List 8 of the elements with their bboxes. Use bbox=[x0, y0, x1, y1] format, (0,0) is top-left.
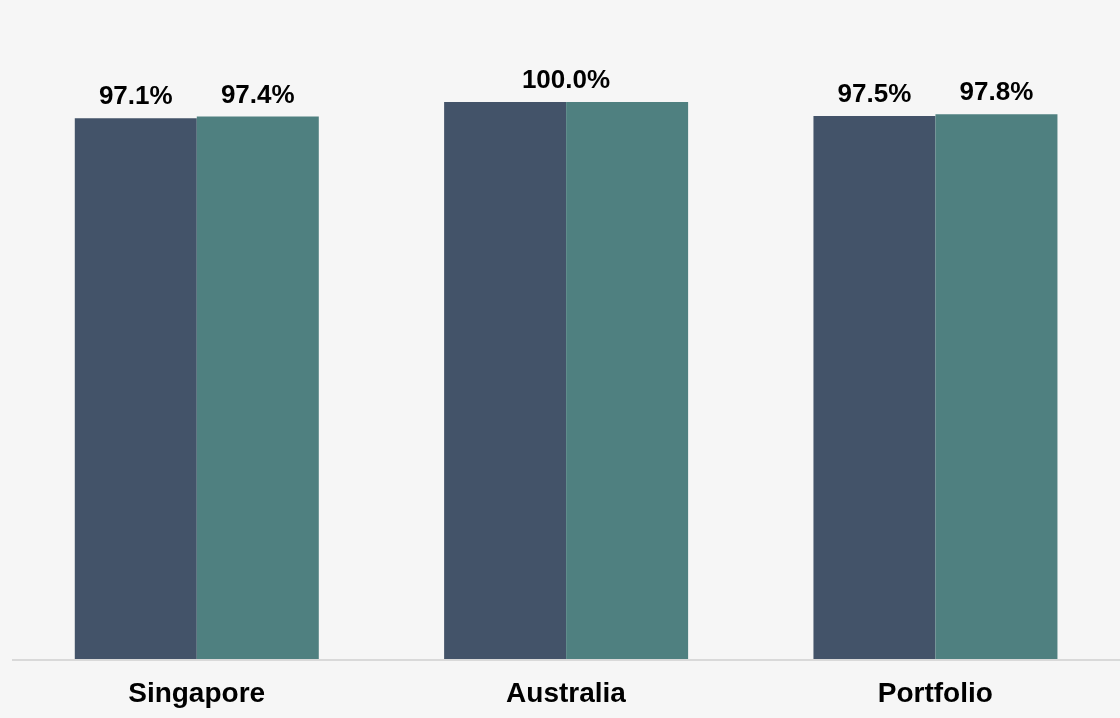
x-tick-label: Singapore bbox=[128, 676, 266, 708]
data-label: 97.8% bbox=[959, 76, 1034, 107]
x-tick-label: Portfolio bbox=[877, 676, 993, 708]
data-label: 97.1% bbox=[98, 80, 173, 111]
data-label: 97.4% bbox=[220, 78, 295, 109]
data-label: 97.5% bbox=[837, 77, 912, 108]
x-tick-label: Australia bbox=[506, 676, 627, 708]
annotation: 100.0% bbox=[521, 64, 611, 94]
